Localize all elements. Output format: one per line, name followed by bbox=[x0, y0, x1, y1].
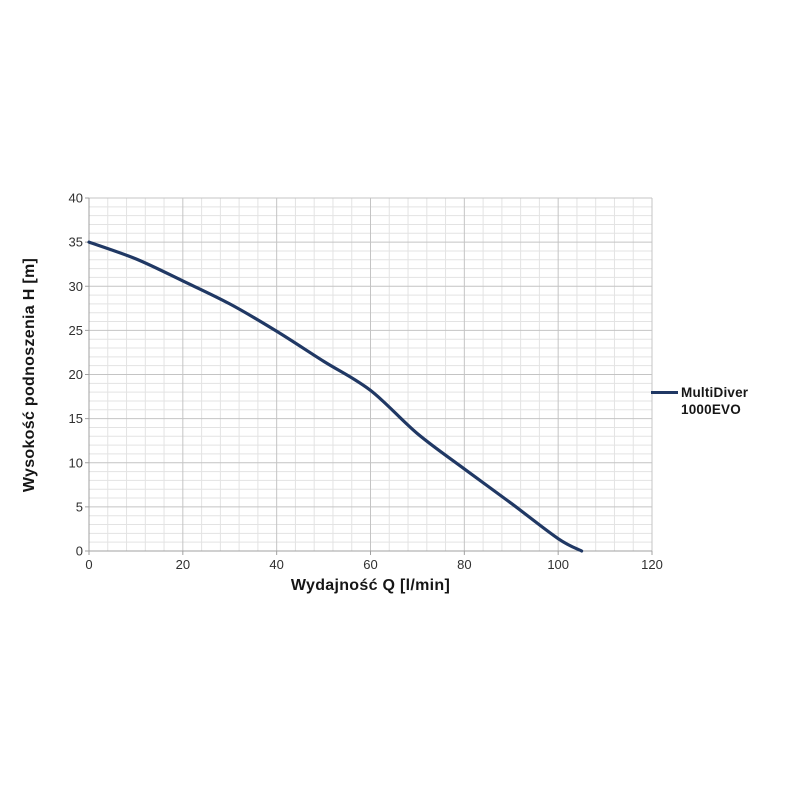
y-tick-label: 10 bbox=[69, 455, 83, 470]
legend-series-label: MultiDiver 1000EVO bbox=[681, 384, 748, 418]
x-tick-label: 100 bbox=[547, 557, 569, 572]
x-tick-label: 40 bbox=[269, 557, 283, 572]
y-tick-label: 15 bbox=[69, 411, 83, 426]
x-tick-label: 20 bbox=[176, 557, 190, 572]
x-axis-title: Wydajność Q [l/min] bbox=[290, 577, 451, 594]
x-tick-label: 80 bbox=[457, 557, 471, 572]
y-axis-title: Wysokość podnoszenia H [m] bbox=[21, 257, 38, 493]
legend-line-swatch bbox=[651, 391, 678, 394]
y-tick-label: 20 bbox=[69, 367, 83, 382]
x-tick-label: 60 bbox=[363, 557, 377, 572]
y-tick-label: 30 bbox=[69, 279, 83, 294]
legend: MultiDiver 1000EVO bbox=[651, 384, 748, 418]
series-curve bbox=[87, 240, 584, 553]
legend-label-line1: MultiDiver bbox=[681, 385, 749, 400]
y-tick-label: 5 bbox=[76, 499, 83, 514]
legend-label-line2: 1000EVO bbox=[681, 402, 741, 417]
y-tick-label: 0 bbox=[76, 544, 83, 559]
y-tick-label: 25 bbox=[69, 323, 83, 338]
y-tick-label: 40 bbox=[69, 191, 83, 206]
y-tick-label: 35 bbox=[69, 235, 83, 250]
x-tick-label: 120 bbox=[641, 557, 663, 572]
x-tick-label: 0 bbox=[85, 557, 92, 572]
